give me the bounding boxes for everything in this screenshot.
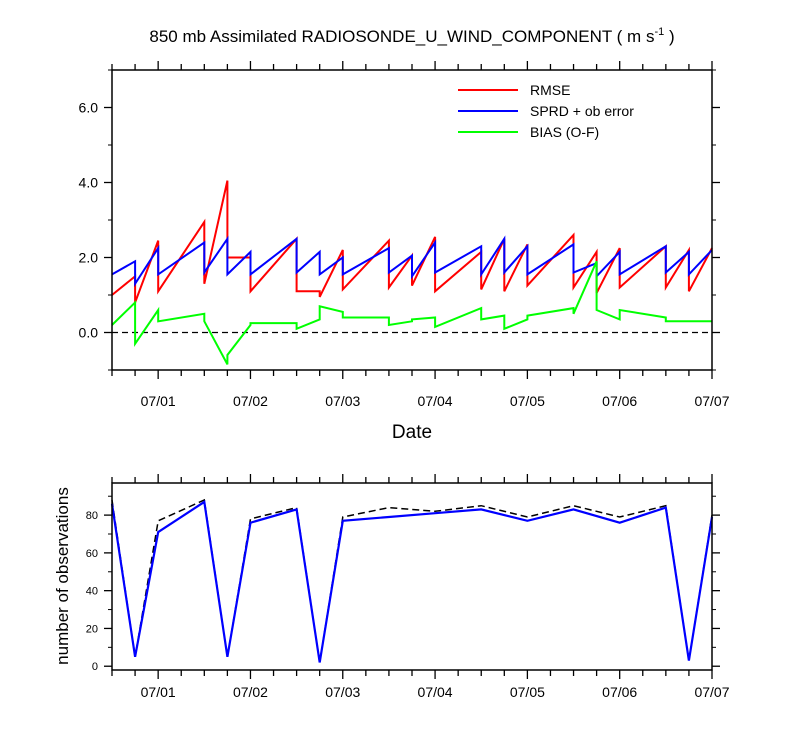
x-tick-label: 07/03 (325, 393, 360, 409)
chart-title: 850 mb Assimilated RADIOSONDE_U_WIND_COM… (149, 26, 674, 46)
obs-y-tick-label: 20 (86, 623, 98, 635)
obs-x-tick-label: 07/02 (233, 684, 268, 700)
obs-y-tick-label: 80 (86, 510, 98, 522)
top-series-group (111, 180, 713, 365)
x-tick-label: 07/04 (418, 393, 453, 409)
chart-title-unit-sup: -1 (654, 26, 664, 38)
x-tick-label: 07/05 (510, 393, 545, 409)
legend-label: BIAS (O-F) (530, 124, 599, 140)
y-axis-label-observations: number of observations (53, 487, 72, 665)
obs-x-tick-label: 07/05 (510, 684, 545, 700)
obs-y-tick-label: 40 (86, 586, 98, 598)
chart-title-text: 850 mb Assimilated RADIOSONDE_U_WIND_COM… (149, 27, 654, 46)
x-tick-label: 07/02 (233, 393, 268, 409)
y-tick-label: 2.0 (79, 250, 99, 266)
obs-x-tick-label: 07/06 (602, 684, 637, 700)
obs-x-tick-label: 07/03 (325, 684, 360, 700)
series-line-sprd-ob-error (111, 235, 713, 288)
x-axis-label: Date (392, 422, 432, 443)
obs-series-line-assimilated (110, 500, 714, 663)
legend-label: SPRD + ob error (530, 103, 634, 119)
y-tick-label: 6.0 (79, 100, 99, 116)
obs-y-tick-label: 0 (92, 661, 98, 673)
y-tick-label: 4.0 (79, 175, 99, 191)
obs-y-tick-label: 60 (86, 548, 98, 560)
x-tick-label: 07/01 (141, 393, 176, 409)
series-line-bias-o-f (111, 260, 712, 365)
bottom-plot: 0 20 40 60 80 07/01 07/02 07/03 07/04 07/05 07/06 0… (86, 474, 730, 700)
x-tick-label: 07/07 (694, 393, 729, 409)
legend: RMSE SPRD + ob error BIAS (O-F) (458, 82, 634, 140)
x-tick-label: 07/06 (602, 393, 637, 409)
obs-x-tick-label: 07/07 (694, 684, 729, 700)
bottom-axis-ticks: 0 20 40 60 80 07/01 07/02 07/03 07/04 07/05 07/06 0… (86, 474, 730, 700)
top-axis-ticks: 0.0 2.0 4.0 6.0 07/01 07/02 07/03 07/04 07/05 07/… (79, 61, 730, 409)
legend-label: RMSE (530, 82, 570, 98)
obs-x-tick-label: 07/04 (418, 684, 453, 700)
top-plot: 0.0 2.0 4.0 6.0 07/01 07/02 07/03 07/04 07/05 07/… (79, 61, 730, 409)
obs-x-tick-label: 07/01 (141, 684, 176, 700)
chart-title-suffix: ) (664, 27, 674, 46)
bottom-series-group (110, 498, 714, 663)
y-tick-label: 0.0 (79, 325, 99, 341)
